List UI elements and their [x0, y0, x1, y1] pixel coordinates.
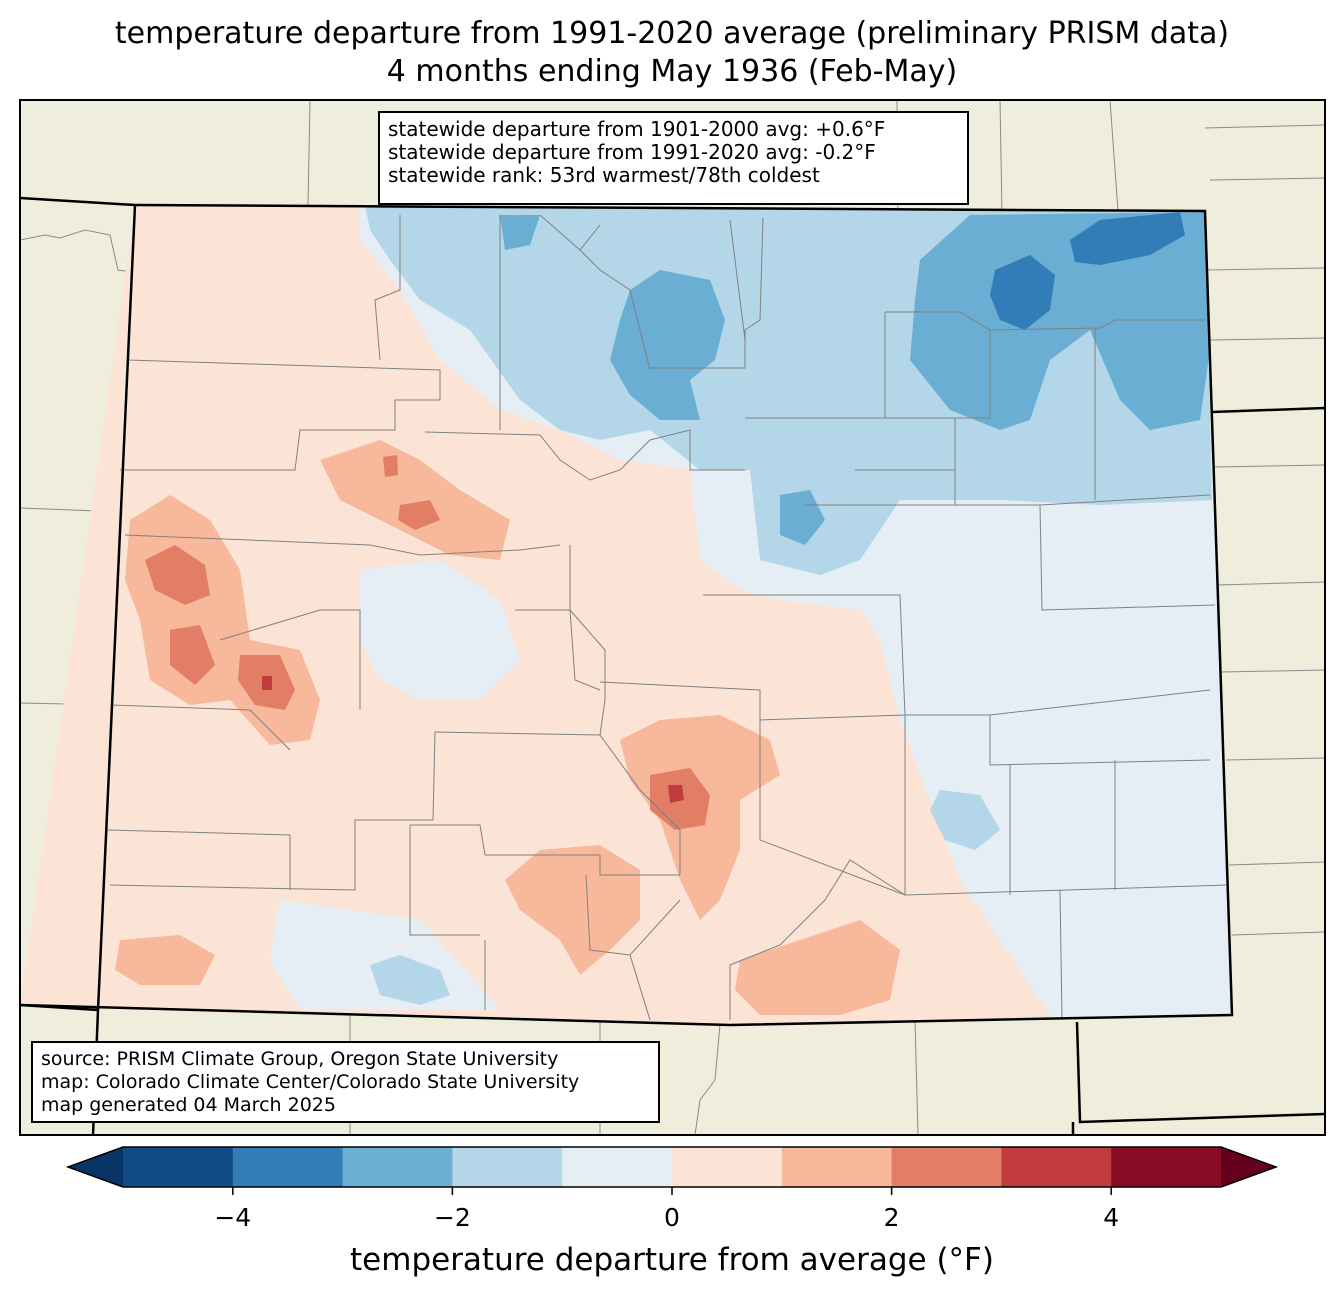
contour-pos1to2-sw: [115, 935, 215, 985]
colorado-border-west: [96, 204, 137, 1011]
colorbar-tick-label: 0: [664, 1203, 680, 1232]
colorbar-tick-label: −4: [214, 1203, 252, 1232]
contour-neg2to3-ne: [1145, 355, 1205, 420]
contour-neg1to2-south: [370, 955, 450, 1005]
stats-line-rank: statewide rank: 53rd warmest/78th coldes…: [388, 163, 820, 187]
contour-neg2to3-north: [910, 212, 1210, 430]
stats-line-1991-2020: statewide departure from 1991-2020 avg: …: [388, 140, 876, 164]
county-lines: [107, 214, 1229, 1021]
credits-generated: map generated 04 March 2025: [41, 1094, 336, 1116]
credits-box: source: PRISM Climate Group, Oregon Stat…: [31, 1041, 660, 1123]
contour-neg3to4: [990, 255, 1055, 330]
colorado-border: [20, 203, 1234, 1027]
contour-pos2to3-nwc2: [383, 455, 398, 477]
colorbar-tick-label: −2: [433, 1203, 471, 1232]
contour-neg2to3-central: [610, 270, 725, 420]
colorbar-label: temperature departure from average (°F): [350, 1242, 994, 1278]
contour-neg3to4-north: [1070, 212, 1185, 265]
contour-pos2to3-w2: [170, 625, 215, 685]
credits-map: map: Colorado Climate Center/Colorado St…: [41, 1071, 580, 1093]
contour-pos1to2-nwc: [320, 440, 510, 560]
contour-pos1to2-south: [505, 845, 640, 975]
colorado-departure-field: [20, 205, 1232, 1025]
map-title: temperature departure from 1991-2020 ave…: [114, 16, 1230, 51]
contour-neg0to1-southwest: [360, 560, 520, 700]
contour-pos2to3-nwc: [398, 500, 440, 530]
map-frame: [19, 99, 1326, 1136]
contour-neg2to3-northwest: [500, 215, 540, 250]
map-subtitle: 4 months ending May 1936 (Feb-May): [386, 54, 958, 89]
colorbar-tick-label: 2: [883, 1203, 900, 1232]
contour-neg2to3-small: [780, 490, 825, 545]
credits-source: source: PRISM Climate Group, Oregon Stat…: [41, 1048, 559, 1070]
contour-pos2to3-west: [145, 545, 210, 605]
contour-neg1to2-southeast: [930, 790, 1000, 850]
contour-pos3to4-w: [262, 676, 272, 690]
colorbar-tick-label: 4: [1103, 1203, 1120, 1232]
stats-line-1901-2000: statewide departure from 1901-2000 avg: …: [388, 117, 886, 141]
contour-pos3to4: [668, 785, 684, 803]
contour-pos1to2-southeast: [735, 920, 900, 1015]
statewide-stats-box: statewide departure from 1901-2000 avg: …: [378, 111, 969, 205]
